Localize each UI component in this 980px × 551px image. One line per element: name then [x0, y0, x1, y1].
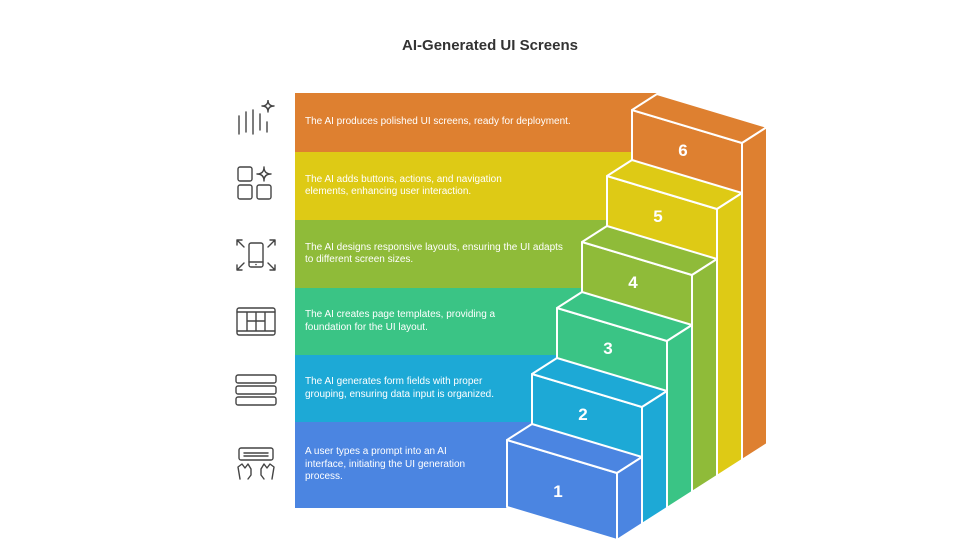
responsive-phone-icon	[234, 237, 278, 273]
step-side-face	[716, 192, 743, 477]
step-description: The AI produces polished UI screens, rea…	[305, 116, 571, 128]
band-step-6	[295, 93, 657, 152]
step-number: 6	[678, 141, 687, 160]
step-side-face	[666, 324, 693, 509]
step-description: The AI generates form fields with proper…	[305, 376, 495, 400]
step-number: 2	[578, 405, 587, 424]
grid-sparkle-icon	[234, 165, 278, 201]
step-side-face	[641, 390, 668, 525]
step-1: 1	[506, 423, 643, 541]
band-step-1	[295, 422, 532, 508]
step-description: The AI adds buttons, actions, and naviga…	[305, 173, 502, 198]
diagram-title: AI-Generated UI Screens	[402, 37, 578, 54]
step-number: 4	[628, 273, 638, 292]
step-side-face	[616, 456, 643, 541]
band-step-2	[295, 355, 557, 422]
step-side-face	[691, 258, 718, 493]
step-description: The AI designs responsive layouts, ensur…	[305, 241, 563, 266]
band-step-5	[295, 152, 632, 220]
lines-sparkle-icon	[234, 100, 278, 136]
step-number: 1	[553, 482, 562, 501]
step-side-face	[741, 126, 768, 461]
step-number: 3	[603, 339, 612, 358]
keyboard-hands-icon	[234, 446, 278, 482]
band-step-3	[295, 288, 582, 355]
step-description: The AI creates page templates, providing…	[305, 309, 496, 333]
form-fields-icon	[234, 372, 278, 408]
step-description: A user types a prompt into an AI interfa…	[305, 446, 466, 483]
band-step-4	[295, 220, 607, 288]
step-number: 5	[653, 207, 662, 226]
page-template-icon	[234, 304, 278, 340]
